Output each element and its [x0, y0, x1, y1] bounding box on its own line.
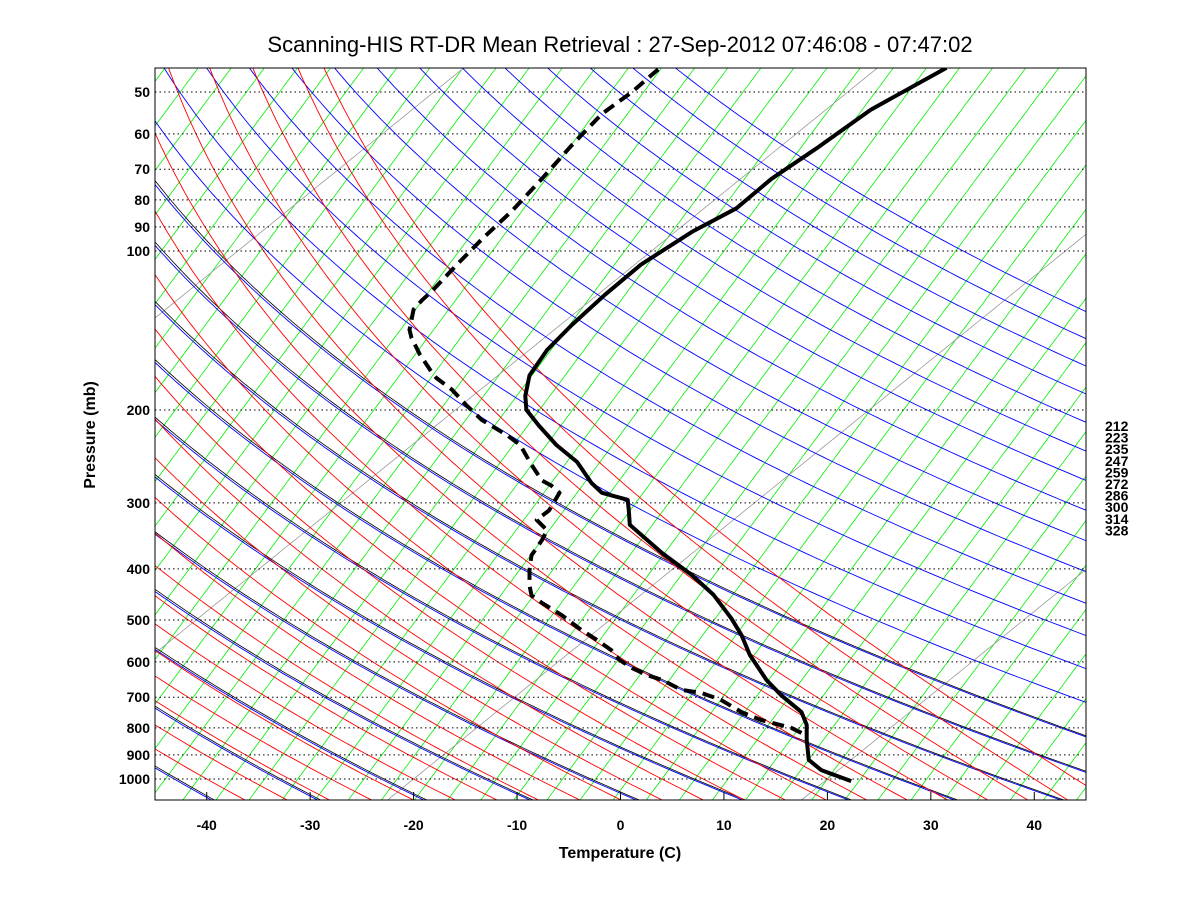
y-tick-label: 300 [127, 495, 151, 511]
y-tick-label: 700 [127, 689, 151, 705]
y-tick-label: 400 [127, 561, 151, 577]
x-tick-label: -20 [403, 817, 423, 833]
y-tick-label: 500 [127, 612, 151, 628]
x-tick-label: 0 [617, 817, 625, 833]
y-tick-label: 60 [134, 126, 150, 142]
y-axis-label: Pressure (mb) [82, 381, 99, 489]
x-tick-label: -40 [197, 817, 217, 833]
y-tick-label: 100 [127, 243, 151, 259]
chart-title: Scanning-HIS RT-DR Mean Retrieval : 27-S… [267, 32, 972, 57]
x-tick-label: -10 [507, 817, 527, 833]
x-tick-label: 30 [923, 817, 939, 833]
x-tick-label: 20 [820, 817, 836, 833]
y-tick-label: 200 [127, 402, 151, 418]
x-tick-label: 10 [716, 817, 732, 833]
y-tick-label: 600 [127, 654, 151, 670]
x-tick-label: 40 [1026, 817, 1042, 833]
y-tick-label: 50 [134, 84, 150, 100]
x-tick-label: -30 [300, 817, 320, 833]
theta-label: 328 [1105, 522, 1129, 538]
y-tick-label: 70 [134, 161, 150, 177]
x-axis-label: Temperature (C) [559, 845, 681, 862]
y-tick-label: 80 [134, 192, 150, 208]
y-tick-label: 900 [127, 747, 151, 763]
y-tick-label: 90 [134, 219, 150, 235]
y-tick-label: 800 [127, 720, 151, 736]
y-tick-label: 1000 [119, 771, 150, 787]
